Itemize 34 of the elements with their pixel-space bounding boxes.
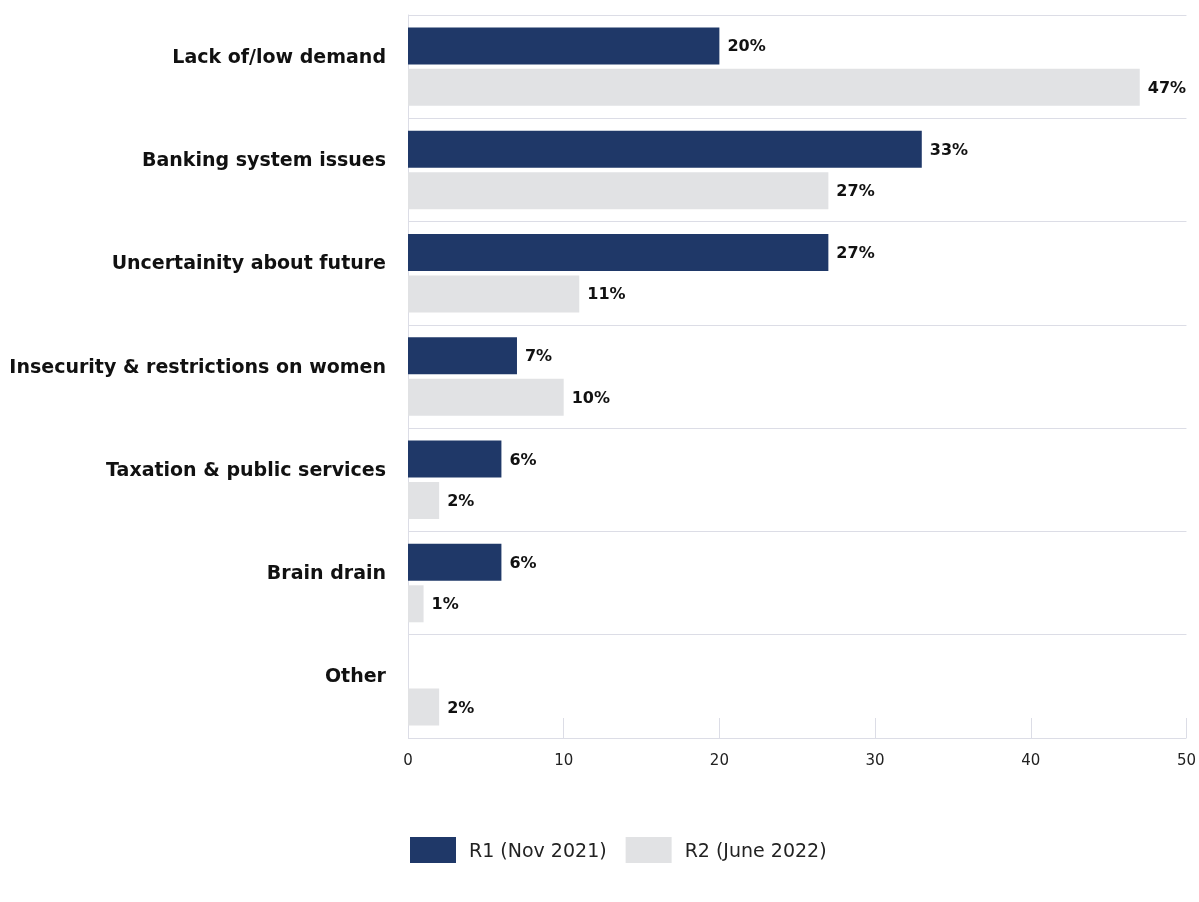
data-label: 20% <box>727 36 766 56</box>
y-tick-label: Uncertainity about future <box>111 251 386 274</box>
data-label: 11% <box>587 284 626 304</box>
x-tick-label: 0 <box>403 750 413 769</box>
bar <box>408 440 502 478</box>
data-label: 27% <box>836 181 875 201</box>
legend-label: R2 (June 2022) <box>684 839 827 861</box>
data-label: 2% <box>447 697 475 717</box>
data-label: 7% <box>524 346 553 366</box>
bar <box>408 27 720 65</box>
y-tick-label: Banking system issues <box>142 147 386 170</box>
x-tick-label: 10 <box>554 750 574 769</box>
bar <box>408 233 829 271</box>
legend-label: R1 (Nov 2021) <box>469 839 607 861</box>
x-tick-label: 50 <box>1176 750 1196 769</box>
y-tick-label: Other <box>324 664 387 687</box>
x-tick-label: 30 <box>865 750 885 769</box>
data-label: 6% <box>509 449 537 469</box>
bar <box>408 337 517 375</box>
data-label: 2% <box>447 491 475 511</box>
x-tick-label: 40 <box>1021 750 1041 769</box>
x-tick-label: 20 <box>709 750 729 769</box>
data-label: 47% <box>1147 77 1187 97</box>
data-label: 27% <box>836 242 875 262</box>
y-tick-label: Lack of/low demand <box>172 44 386 67</box>
y-tick-label: Insecurity & restrictions on women <box>9 354 386 377</box>
bar <box>408 543 502 581</box>
y-tick-label: Brain drain <box>266 561 386 584</box>
data-label: 1% <box>431 594 459 614</box>
y-tick-label: Taxation & public services <box>106 457 386 480</box>
data-label: 33% <box>929 139 969 159</box>
data-label: 6% <box>509 552 537 572</box>
data-label: 10% <box>571 387 610 407</box>
bar <box>408 130 922 168</box>
